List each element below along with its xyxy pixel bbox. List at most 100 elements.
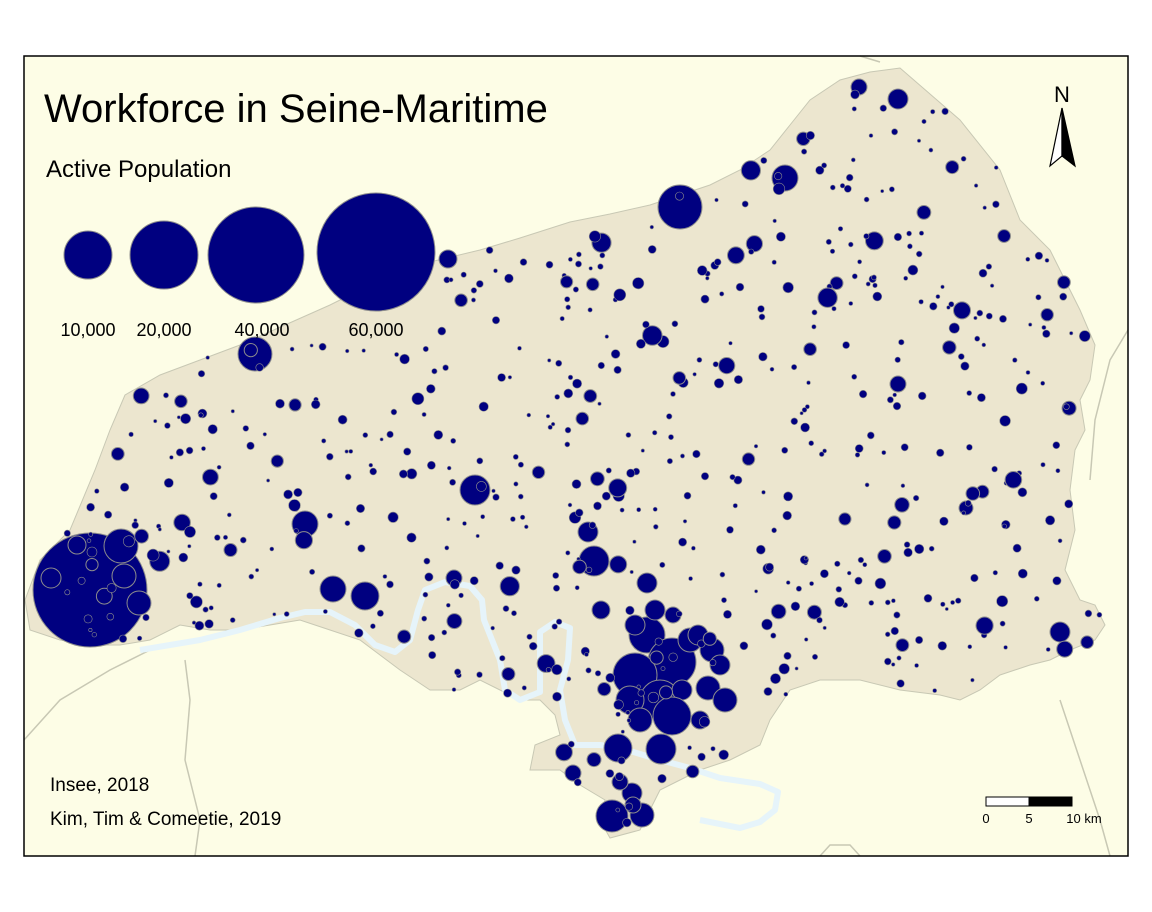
commune-symbol [652,430,658,436]
commune-symbol [337,414,348,425]
commune-symbol [1025,370,1031,375]
commune-symbol [499,576,520,597]
commune-symbol [755,544,766,555]
commune-symbol [944,607,949,611]
commune-symbol [977,393,986,402]
commune-symbol [134,528,150,544]
commune-symbol [992,200,1000,209]
commune-symbol [733,475,743,485]
commune-symbol [216,464,222,470]
commune-symbol [912,495,920,502]
commune-symbol [448,277,454,283]
commune-symbol [1012,543,1022,553]
commune-symbol [906,230,912,237]
commune-symbol [283,489,293,500]
commune-symbol-large [1049,621,1071,643]
commune-symbol [462,521,467,526]
commune-symbol [293,487,303,497]
commune-symbol [491,488,496,494]
commune-symbol [348,449,354,454]
commune-symbol [862,562,868,568]
commune-symbol [839,183,846,189]
commune-symbol [86,502,95,512]
commune-symbol [605,769,615,778]
commune-symbol [574,585,580,591]
commune-symbol [783,491,793,502]
commune-symbol [874,577,887,590]
commune-symbol [426,460,436,470]
commune-symbol [386,430,394,439]
commune-symbol [871,274,877,281]
commune-symbol [808,440,815,447]
commune-symbol [379,437,384,442]
commune-symbol [411,392,425,406]
commune-symbol [928,545,935,552]
commune-symbol [555,618,563,625]
commune-symbol [572,286,579,293]
commune-symbol [446,613,463,630]
commune-symbol [198,412,204,418]
commune-symbol [422,345,429,352]
commune-symbol [216,582,222,588]
commune-symbol [625,605,635,616]
commune-symbol [894,356,901,363]
commune-symbol [865,281,871,287]
commune-symbol [293,528,299,534]
commune-symbol [132,387,150,405]
commune-symbol [1040,308,1054,322]
commune-symbol [565,550,571,556]
commune-symbol [676,610,683,618]
commune-symbol [119,482,130,492]
commune-symbol [970,573,979,583]
commune-symbol [700,294,710,304]
commune-symbol [850,157,856,163]
commune-symbol [449,579,460,590]
north-label: N [1054,82,1070,107]
commune-symbol [763,687,773,696]
commune-symbol [935,294,941,299]
commune-symbol [1034,251,1043,260]
commune-symbol [811,324,817,330]
commune-symbol [948,301,955,308]
commune-symbol [1004,471,1023,489]
commune-symbol [94,488,100,494]
commune-symbol [683,491,692,500]
commune-symbol [806,604,822,620]
commune-symbol [122,535,135,548]
commune-symbol [255,568,260,573]
commune-symbol [940,284,945,290]
north-arrow-right-half [1061,107,1076,168]
commune-symbol [608,478,628,498]
commune-symbol [344,520,351,527]
commune-symbol [428,633,436,642]
commune-symbol [892,402,902,411]
commune-symbol [597,401,602,406]
commune-symbol [654,637,663,646]
commune-symbol [719,291,725,297]
commune-symbol [240,536,247,544]
commune-symbol [884,631,891,637]
commune-symbol-large [350,581,380,611]
commune-symbol [311,399,321,410]
commune-symbol [803,342,817,357]
commune-symbol [702,631,717,646]
commune-symbol [837,226,844,232]
scale-label-5: 5 [1025,811,1032,826]
commune-symbol [893,232,903,242]
commune-symbol [857,556,865,564]
legend-label-20000: 20,000 [136,320,191,340]
commune-symbol [634,700,640,706]
commune-symbol [774,172,783,181]
commune-symbol [666,458,673,465]
commune-symbol [668,434,674,440]
commune-symbol [95,587,113,605]
commune-symbol [118,634,128,643]
commune-symbol [712,361,719,368]
commune-symbol [491,316,500,325]
north-arrow: N [1049,82,1076,168]
commune-symbol [822,625,827,630]
commune-symbol [940,601,946,607]
commune-symbol [64,589,71,596]
commune-symbol [966,390,973,396]
commune-symbol [770,632,777,639]
